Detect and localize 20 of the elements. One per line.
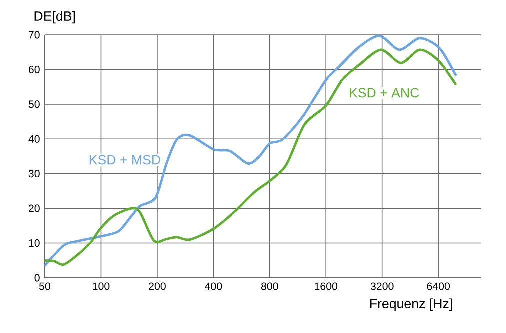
y-tick-label: 70 <box>28 31 40 39</box>
x-tick-label: 6400 <box>427 282 450 290</box>
x-tick-label: 400 <box>205 282 222 290</box>
y-axis-title: DE[dB] <box>34 11 76 24</box>
series-label: KSD + ANC <box>350 88 420 98</box>
y-tick-label: 40 <box>28 135 40 143</box>
x-tick-label: 200 <box>149 282 166 290</box>
x-tick-label: 3200 <box>370 282 394 290</box>
y-tick-label: 60 <box>28 66 40 74</box>
x-tick-label: 800 <box>261 282 278 290</box>
x-tick-label: 1600 <box>315 282 338 290</box>
y-tick-label: 30 <box>28 170 40 178</box>
x-axis-title: Frequenz [Hz] <box>370 298 452 312</box>
y-tick-label: 0 <box>34 274 40 282</box>
y-tick-label: 20 <box>28 204 40 212</box>
y-tick-label: 10 <box>29 240 40 248</box>
series-label: KSD + MSD <box>90 155 160 165</box>
x-tick-label: 50 <box>39 282 51 290</box>
x-tick-label: 100 <box>93 282 110 290</box>
y-tick-label: 50 <box>28 100 40 108</box>
